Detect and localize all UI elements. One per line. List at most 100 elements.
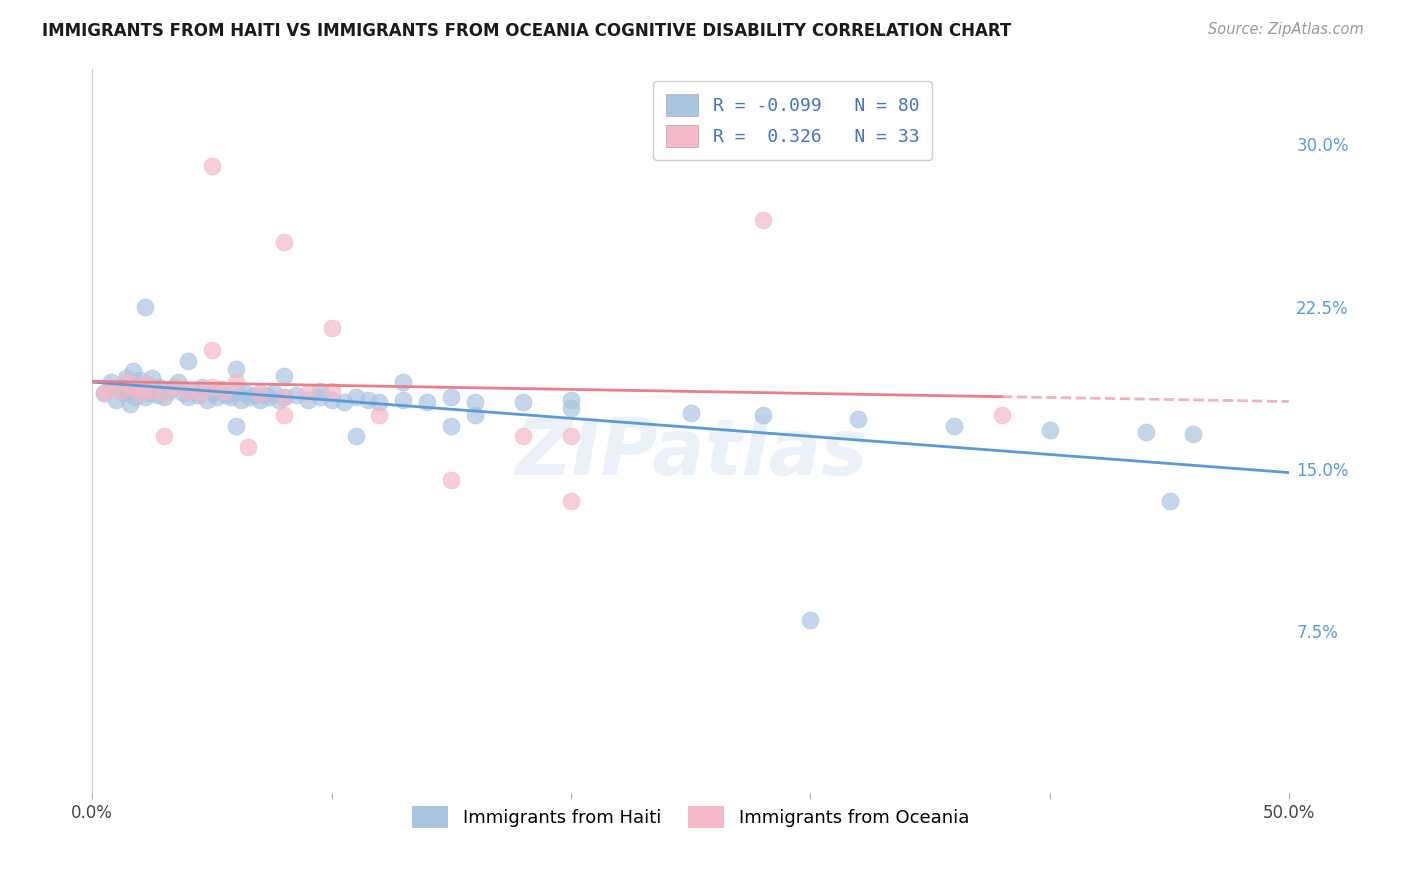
Point xyxy=(112,386,135,401)
Point xyxy=(146,388,169,402)
Point xyxy=(191,379,214,393)
Point xyxy=(157,384,180,398)
Point xyxy=(368,394,391,409)
Point xyxy=(127,379,149,393)
Point xyxy=(273,368,295,383)
Point xyxy=(440,391,463,405)
Point xyxy=(440,418,463,433)
Point xyxy=(321,392,343,407)
Point xyxy=(799,613,821,627)
Point xyxy=(344,391,367,405)
Point xyxy=(93,386,115,401)
Point xyxy=(201,343,224,357)
Point xyxy=(129,373,152,387)
Point xyxy=(751,408,773,422)
Point xyxy=(143,382,166,396)
Point xyxy=(356,392,378,407)
Point xyxy=(512,394,534,409)
Point xyxy=(162,379,184,393)
Point xyxy=(129,386,152,401)
Text: ZIPatlas: ZIPatlas xyxy=(515,415,868,491)
Point xyxy=(321,384,343,398)
Point xyxy=(153,386,176,401)
Point xyxy=(416,394,439,409)
Point xyxy=(249,392,271,407)
Point xyxy=(225,384,247,398)
Point xyxy=(110,379,132,393)
Point xyxy=(560,494,582,508)
Point xyxy=(117,384,139,398)
Point xyxy=(148,379,170,393)
Point xyxy=(120,397,142,411)
Point xyxy=(297,386,319,401)
Point xyxy=(212,384,235,398)
Point xyxy=(332,394,354,409)
Point xyxy=(991,408,1014,422)
Point xyxy=(751,213,773,227)
Point xyxy=(177,353,200,368)
Point xyxy=(122,364,145,378)
Point xyxy=(273,391,295,405)
Point xyxy=(201,379,224,393)
Point xyxy=(1182,427,1205,442)
Point xyxy=(177,384,200,398)
Point xyxy=(188,386,211,401)
Point xyxy=(134,300,156,314)
Point xyxy=(105,392,128,407)
Point xyxy=(368,408,391,422)
Point xyxy=(201,386,224,401)
Point xyxy=(273,235,295,249)
Point xyxy=(141,384,163,398)
Point xyxy=(846,412,869,426)
Point xyxy=(110,384,132,398)
Point xyxy=(243,388,266,402)
Legend: Immigrants from Haiti, Immigrants from Oceania: Immigrants from Haiti, Immigrants from O… xyxy=(405,798,976,835)
Point xyxy=(165,379,187,393)
Point xyxy=(93,386,115,401)
Point xyxy=(167,376,190,390)
Point xyxy=(267,392,290,407)
Point xyxy=(253,388,276,402)
Point xyxy=(136,377,159,392)
Point xyxy=(153,429,176,443)
Point xyxy=(100,376,122,390)
Point xyxy=(134,377,156,392)
Text: IMMIGRANTS FROM HAITI VS IMMIGRANTS FROM OCEANIA COGNITIVE DISABILITY CORRELATIO: IMMIGRANTS FROM HAITI VS IMMIGRANTS FROM… xyxy=(42,22,1011,40)
Point xyxy=(211,382,233,396)
Point xyxy=(114,371,136,385)
Point xyxy=(215,388,238,402)
Point xyxy=(235,386,257,401)
Point xyxy=(464,408,486,422)
Point xyxy=(284,388,307,402)
Point xyxy=(259,391,281,405)
Point xyxy=(1039,423,1062,437)
Point xyxy=(153,391,176,405)
Point xyxy=(344,429,367,443)
Point xyxy=(219,391,242,405)
Point xyxy=(236,440,259,454)
Point xyxy=(440,473,463,487)
Point xyxy=(172,386,194,401)
Point xyxy=(512,429,534,443)
Point xyxy=(263,386,285,401)
Point xyxy=(560,401,582,416)
Point xyxy=(464,394,486,409)
Point xyxy=(943,418,966,433)
Point xyxy=(117,376,139,390)
Text: Source: ZipAtlas.com: Source: ZipAtlas.com xyxy=(1208,22,1364,37)
Point xyxy=(141,371,163,385)
Point xyxy=(177,391,200,405)
Point xyxy=(308,384,330,398)
Point xyxy=(308,391,330,405)
Point xyxy=(321,321,343,335)
Point xyxy=(679,405,702,419)
Point xyxy=(239,391,262,405)
Point xyxy=(392,376,415,390)
Point xyxy=(138,386,160,401)
Point xyxy=(205,391,228,405)
Point xyxy=(181,384,204,398)
Point xyxy=(225,376,247,390)
Point xyxy=(229,392,252,407)
Point xyxy=(249,386,271,401)
Point xyxy=(124,391,146,405)
